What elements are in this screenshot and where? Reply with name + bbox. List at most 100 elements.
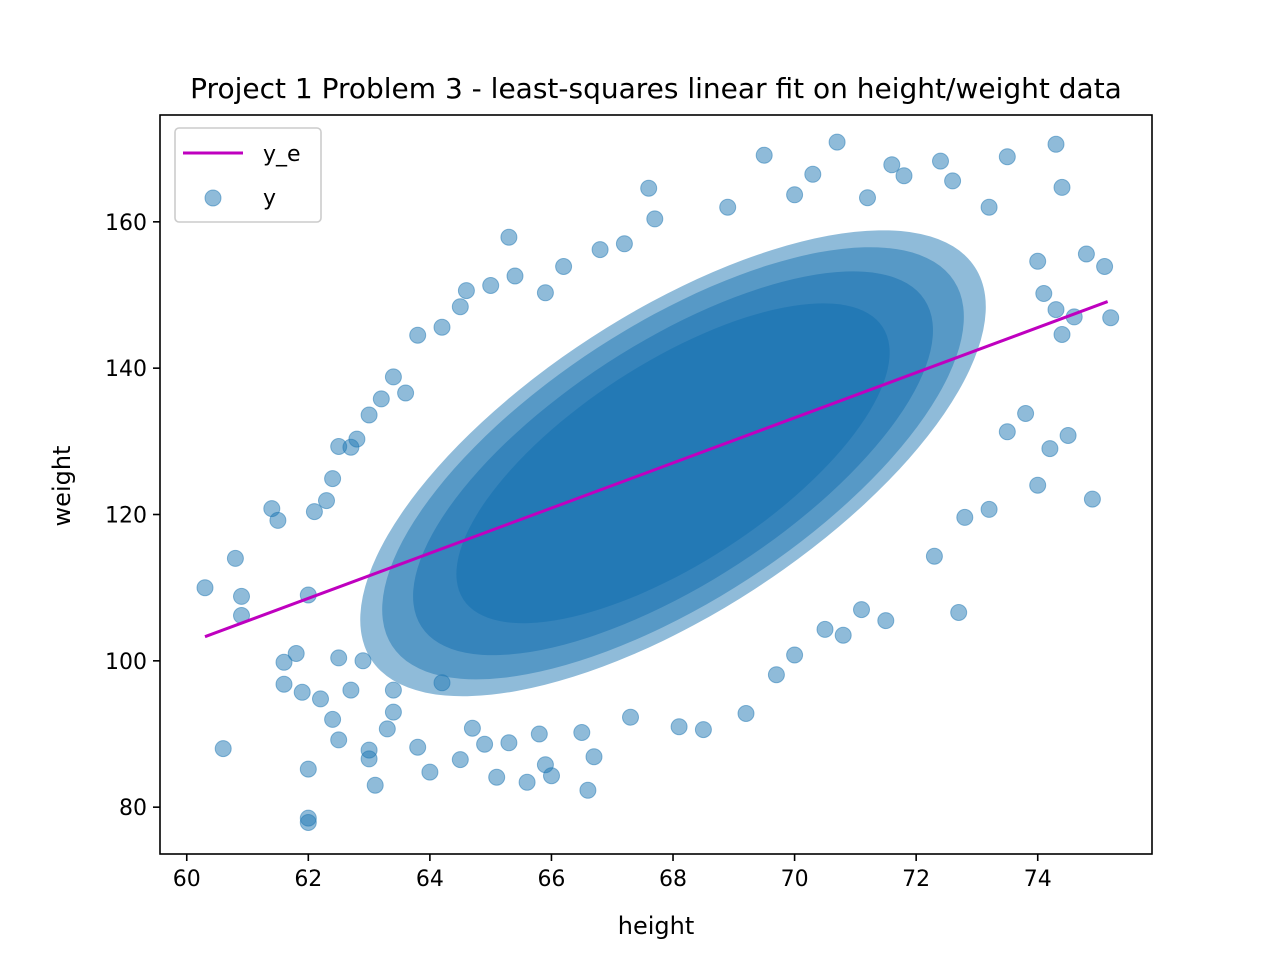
scatter-point (828, 133, 846, 151)
scatter-point (1017, 405, 1035, 422)
scatter-point (269, 511, 287, 529)
scatter-point (980, 500, 998, 518)
scatter-point (354, 652, 372, 670)
scatter-point (956, 508, 974, 526)
y-axis-label: weight (48, 446, 76, 527)
scatter-point (1029, 252, 1047, 270)
scatter-point (384, 703, 402, 721)
scatter-point (318, 492, 335, 510)
axes-frame (159, 114, 1153, 855)
scatter-point (421, 763, 439, 781)
scatter-point (804, 165, 822, 183)
scatter-point (409, 738, 427, 756)
scatter-point (324, 710, 342, 728)
scatter-point (816, 620, 834, 638)
scatter-point (786, 186, 804, 204)
scatter-point (330, 731, 348, 749)
scatter-point (950, 604, 968, 621)
scatter-point (457, 282, 475, 300)
scatter-points (196, 133, 1120, 831)
scatter-point (755, 146, 773, 164)
scatter-point (1047, 135, 1065, 153)
scatter-point (330, 649, 348, 667)
scatter-point (932, 152, 949, 170)
x-tick-label: 62 (294, 867, 322, 892)
scatter-point (293, 683, 311, 701)
scatter-point (834, 626, 852, 644)
y-axis-ticks: 80 100 120 140 160 (105, 211, 160, 821)
scatter-point (1102, 309, 1120, 327)
legend-label-line: y_e (263, 142, 301, 167)
scatter-point (324, 470, 342, 488)
scatter-point (1053, 178, 1071, 196)
legend: y_e y (174, 127, 322, 223)
scatter-point (883, 156, 901, 174)
chart-title: Project 1 Problem 3 - least-squares line… (190, 72, 1122, 105)
scatter-point (615, 235, 633, 253)
x-axis-label: height (618, 912, 695, 940)
scatter-point (275, 675, 293, 693)
fit-line (204, 300, 1109, 639)
scatter-point (622, 708, 639, 726)
scatter-point (397, 384, 415, 402)
scatter-point (719, 198, 737, 216)
scatter-point (330, 438, 348, 455)
scatter-point (378, 720, 396, 738)
scatter-point (476, 735, 494, 753)
scatter-point (859, 189, 876, 207)
scatter-point (1059, 427, 1077, 444)
scatter-point (500, 734, 518, 752)
scatter-point (573, 724, 591, 741)
scatter-point (877, 612, 895, 630)
scatter-point (1096, 258, 1114, 275)
scatter-point (1083, 490, 1101, 508)
scatter-point (233, 587, 250, 605)
scatter-point (299, 760, 317, 778)
scatter-point (1077, 245, 1095, 263)
plot-area (196, 133, 1120, 831)
scatter-point (1035, 285, 1053, 302)
scatter-point (384, 368, 402, 386)
scatter-point (543, 767, 560, 785)
x-tick-label: 60 (173, 867, 201, 892)
scatter-point (196, 579, 214, 597)
scatter-point (384, 681, 402, 699)
scatter-point (451, 298, 469, 316)
scatter-point (579, 781, 597, 799)
scatter-point (488, 768, 506, 786)
scatter-point (1029, 476, 1047, 494)
scatter-point (287, 645, 305, 662)
scatter-point (591, 241, 609, 259)
scatter-point (1053, 326, 1071, 343)
scatter-point (555, 258, 573, 275)
scatter-point (998, 148, 1016, 166)
scatter-point (214, 740, 232, 758)
scatter-point (853, 601, 870, 619)
fit-line-layer (204, 300, 1109, 639)
scatter-point (366, 776, 384, 794)
scatter-point (409, 326, 427, 344)
scatter-point (737, 705, 755, 722)
scatter-point (482, 277, 500, 294)
y-tick-label: 140 (105, 357, 147, 382)
scatter-point (670, 718, 688, 736)
scatter-point (506, 267, 524, 285)
scatter-point (372, 390, 390, 408)
scatter-point (640, 179, 658, 197)
scatter-point (1047, 301, 1065, 319)
scatter-point (536, 284, 554, 302)
scatter-point (451, 751, 469, 769)
x-tick-label: 64 (416, 867, 444, 892)
scatter-point (786, 646, 804, 664)
legend-label-scatter: y (263, 186, 276, 211)
y-tick-label: 120 (105, 503, 147, 528)
scatter-point (433, 674, 451, 692)
scatter-point (925, 547, 943, 565)
scatter-point (530, 725, 548, 743)
y-tick-label: 80 (119, 796, 147, 821)
scatter-point (299, 814, 317, 831)
scatter-point (998, 423, 1016, 441)
y-tick-label: 100 (105, 650, 147, 675)
legend-marker-swatch (204, 189, 222, 207)
